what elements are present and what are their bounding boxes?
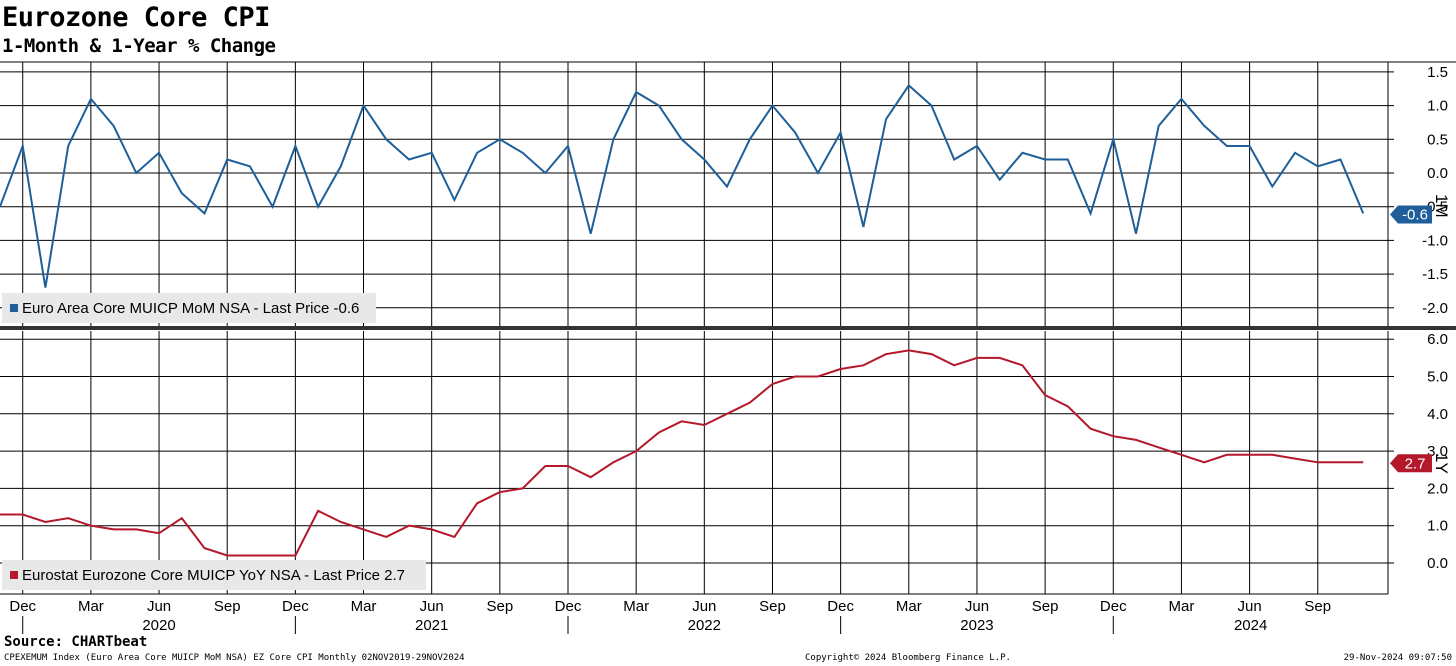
x-year-label: 2021 <box>415 617 448 634</box>
x-tick-label: Sep <box>486 598 513 615</box>
y-tick-label: 5.0 <box>1427 369 1448 386</box>
x-tick-label: Mar <box>78 598 104 615</box>
x-axis: Dec Mar Jun Sep Dec Mar Jun Sep Dec Mar Jun Sep Dec M… <box>9 598 1331 634</box>
chart-frame <box>0 61 1456 595</box>
footer-left: CPEXEMUM Index (Euro Area Core MUICP MoM… <box>4 653 465 663</box>
x-tick-label: Jun <box>692 598 716 615</box>
x-tick-label: Dec <box>555 598 582 615</box>
yoy-flag <box>1390 454 1432 473</box>
y-tick-label: 6.0 <box>1427 331 1448 348</box>
mom-flag <box>1390 205 1432 224</box>
x-tick-label: Mar <box>896 598 922 615</box>
x-year-label: 2023 <box>960 617 993 634</box>
axis-label-1m: 1M <box>1432 194 1451 218</box>
footer-timestamp: 29-Nov-2024 09:07:50 <box>1343 653 1452 663</box>
x-tick-label: Sep <box>214 598 241 615</box>
axis-label-1y: 1Y <box>1432 453 1451 474</box>
x-tick-label: Sep <box>1304 598 1331 615</box>
footer-copyright: Copyright© 2024 Bloomberg Finance L.P. <box>805 653 1011 663</box>
x-tick-label: Mar <box>351 598 377 615</box>
x-tick-label: Sep <box>1032 598 1059 615</box>
y-tick-label: 0.0 <box>1427 555 1448 572</box>
x-year-label: 2022 <box>688 617 721 634</box>
yoy-legend-swatch <box>10 571 18 579</box>
yoy-legend-text: Eurostat Eurozone Core MUICP YoY NSA - L… <box>22 567 405 584</box>
x-year-label: 2024 <box>1234 617 1267 634</box>
y-tick-label: 0.0 <box>1427 165 1448 182</box>
y-tick-label: 2.0 <box>1427 480 1448 497</box>
mom-legend-box <box>2 293 376 323</box>
yoy-flag-label: 2.7 <box>1405 455 1426 472</box>
x-tick-label: Mar <box>623 598 649 615</box>
y-tick-label: 3.0 <box>1427 443 1448 460</box>
top-y-axis: 1.51.00.50.0-0.5-1.0-1.5-2.01M <box>1388 64 1451 317</box>
y-tick-label: -2.0 <box>1422 300 1448 317</box>
x-tick-label: Mar <box>1169 598 1195 615</box>
y-tick-label: 0.5 <box>1427 131 1448 148</box>
mom-flag-label: -0.6 <box>1402 206 1428 223</box>
yoy-legend: Eurostat Eurozone Core MUICP YoY NSA - L… <box>2 560 426 590</box>
x-year-label: 2020 <box>142 617 175 634</box>
x-tick-label: Dec <box>827 598 854 615</box>
mom-legend-swatch <box>10 304 18 312</box>
y-tick-label: 1.0 <box>1427 98 1448 115</box>
mom-legend-text: Euro Area Core MUICP MoM NSA - Last Pric… <box>22 300 359 317</box>
x-tick-label: Dec <box>1100 598 1127 615</box>
yoy-series <box>0 349 1364 557</box>
x-tick-label: Jun <box>1238 598 1262 615</box>
x-tick-label: Jun <box>965 598 989 615</box>
y-tick-label: -1.0 <box>1422 232 1448 249</box>
x-tick-label: Jun <box>420 598 444 615</box>
yoy-legend-box <box>2 560 426 590</box>
mom-line <box>0 83 1365 288</box>
top-panel-grid <box>0 62 1388 326</box>
source-note: Source: CHARTbeat <box>4 634 148 650</box>
x-tick-label: Sep <box>759 598 786 615</box>
y-tick-label: 1.5 <box>1427 64 1448 81</box>
yoy-line <box>0 349 1364 557</box>
x-tick-label: Dec <box>282 598 309 615</box>
chart-subtitle: 1-Month & 1-Year % Change <box>2 35 276 57</box>
mom-legend: Euro Area Core MUICP MoM NSA - Last Pric… <box>2 293 376 323</box>
x-tick-label: Jun <box>147 598 171 615</box>
x-tick-label: Dec <box>9 598 36 615</box>
chart-title: Eurozone Core CPI <box>2 2 270 33</box>
y-tick-label: 1.0 <box>1427 518 1448 535</box>
y-tick-label: -1.5 <box>1422 266 1448 283</box>
y-tick-label: 4.0 <box>1427 406 1448 423</box>
last-value-flags: -0.6 2.7 <box>1390 205 1432 473</box>
mom-series <box>0 83 1365 288</box>
bottom-panel-grid <box>0 331 1388 594</box>
bottom-y-axis: 6.0 5.0 4.0 3.0 2.0 1.0 0.0 1Y <box>1388 331 1451 572</box>
